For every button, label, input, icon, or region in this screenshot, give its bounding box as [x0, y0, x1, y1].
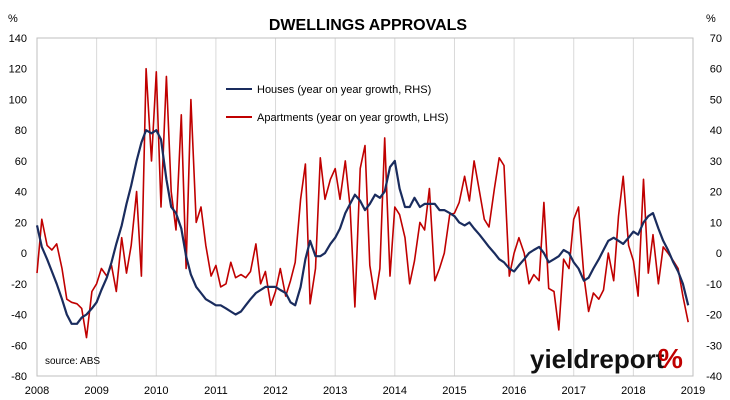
x-tick-label: 2012 — [263, 385, 287, 397]
chart-title: DWELLINGS APPROVALS — [269, 17, 468, 34]
left-tick-label: 60 — [15, 156, 27, 168]
yieldreport-logo: yieldreport % — [530, 343, 683, 374]
left-tick-label: -20 — [11, 279, 27, 291]
x-axis-ticks: 2008 2009 2010 2011 2012 2013 2014 2015 2016 2017… — [25, 385, 705, 397]
right-tick-label: -20 — [706, 310, 722, 322]
right-tick-label: 10 — [710, 217, 722, 229]
year-gridlines — [36, 38, 694, 376]
left-tick-label: 120 — [9, 64, 27, 76]
right-tick-label: 30 — [710, 156, 722, 168]
x-tick-label: 2014 — [383, 385, 407, 397]
right-tick-label: -30 — [706, 340, 722, 352]
houses-series-line — [35, 129, 690, 325]
plot-area-border — [36, 37, 694, 377]
left-tick-label: 140 — [9, 33, 27, 45]
x-tick-label: 2017 — [561, 385, 585, 397]
right-axis-ticks: -40 -30 -20 -10 0 10 20 30 40 50 60 70 — [706, 33, 722, 383]
right-tick-label: 40 — [710, 125, 722, 137]
right-axis-unit: % — [706, 13, 716, 25]
x-tick-label: 2018 — [621, 385, 645, 397]
right-tick-label: -10 — [706, 279, 722, 291]
left-tick-label: -40 — [11, 310, 27, 322]
left-tick-label: 100 — [9, 94, 27, 106]
series-layer — [35, 67, 690, 339]
logo-wordmark: yieldreport — [530, 344, 665, 374]
source-note: source: ABS — [45, 356, 100, 367]
left-tick-label: -80 — [11, 371, 27, 383]
left-tick-label: 0 — [21, 248, 27, 260]
left-tick-label: 80 — [15, 125, 27, 137]
left-tick-label: -60 — [11, 340, 27, 352]
x-tick-label: 2015 — [442, 385, 466, 397]
left-axis-unit: % — [8, 13, 18, 25]
legend-label-houses: Houses (year on year growth, RHS) — [257, 84, 431, 96]
x-tick-label: 2013 — [323, 385, 347, 397]
x-tick-label: 2008 — [25, 385, 49, 397]
x-tick-label: 2011 — [204, 385, 228, 397]
apartments-series-line — [36, 67, 689, 339]
right-tick-label: 20 — [710, 187, 722, 199]
x-tick-label: 2016 — [502, 385, 526, 397]
logo-percent-icon: % — [658, 343, 683, 374]
right-tick-label: 60 — [710, 64, 722, 76]
legend-label-apartments: Apartments (year on year growth, LHS) — [257, 112, 448, 124]
right-tick-label: 50 — [710, 94, 722, 106]
right-tick-label: 0 — [716, 248, 722, 260]
legend: Houses (year on year growth, RHS) Apartm… — [226, 84, 448, 124]
x-tick-label: 2019 — [681, 385, 705, 397]
x-tick-label: 2010 — [144, 385, 168, 397]
x-tick-label: 2009 — [84, 385, 108, 397]
right-tick-label: 70 — [710, 33, 722, 45]
right-tick-label: -40 — [706, 371, 722, 383]
left-tick-label: 40 — [15, 187, 27, 199]
left-axis-ticks: -80 -60 -40 -20 0 20 40 60 80 100 120 140 — [9, 33, 27, 383]
left-tick-label: 20 — [15, 217, 27, 229]
